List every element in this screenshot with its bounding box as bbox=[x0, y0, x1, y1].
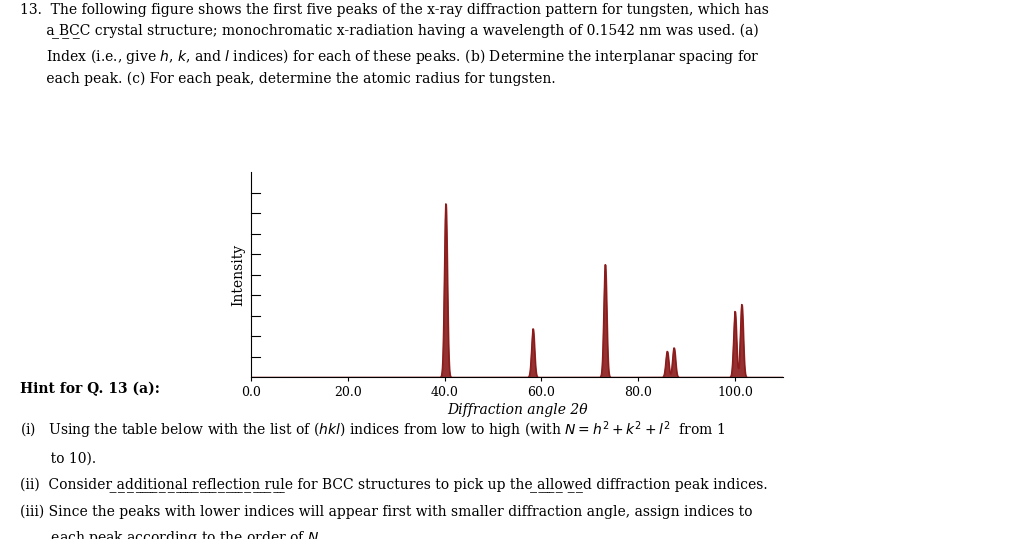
Text: Hint for Q. 13 (a):: Hint for Q. 13 (a): bbox=[20, 382, 161, 396]
Text: 13.  The following figure shows the first five peaks of the x-ray diffraction pa: 13. The following figure shows the first… bbox=[20, 3, 769, 86]
X-axis label: Diffraction angle 2θ: Diffraction angle 2θ bbox=[446, 404, 588, 418]
Text: (i)   Using the table below with the list of ($hkl$) indices from low to high (w: (i) Using the table below with the list … bbox=[20, 419, 726, 441]
Text: (iii) Since the peaks with lower indices will appear first with smaller diffract: (iii) Since the peaks with lower indices… bbox=[20, 505, 753, 520]
Text: each peak according to the ̲o̲r̲d̲e̲r̲ ̲o̲f̲ $N$.: each peak according to the ̲o̲r̲d̲e̲r̲ ̲… bbox=[20, 529, 324, 539]
Text: (ii)  Consider ̲a̲d̲d̲i̲t̲i̲o̲n̲a̲l̲ ̲r̲e̲f̲l̲e̲c̲t̲i̲o̲n̲ ̲r̲u̲l̲e for BCC stru: (ii) Consider ̲a̲d̲d̲i̲t̲i̲o̲n̲a̲l̲ ̲r̲e… bbox=[20, 478, 768, 493]
Text: to 10).: to 10). bbox=[20, 452, 96, 466]
Y-axis label: Intensity: Intensity bbox=[231, 244, 246, 306]
